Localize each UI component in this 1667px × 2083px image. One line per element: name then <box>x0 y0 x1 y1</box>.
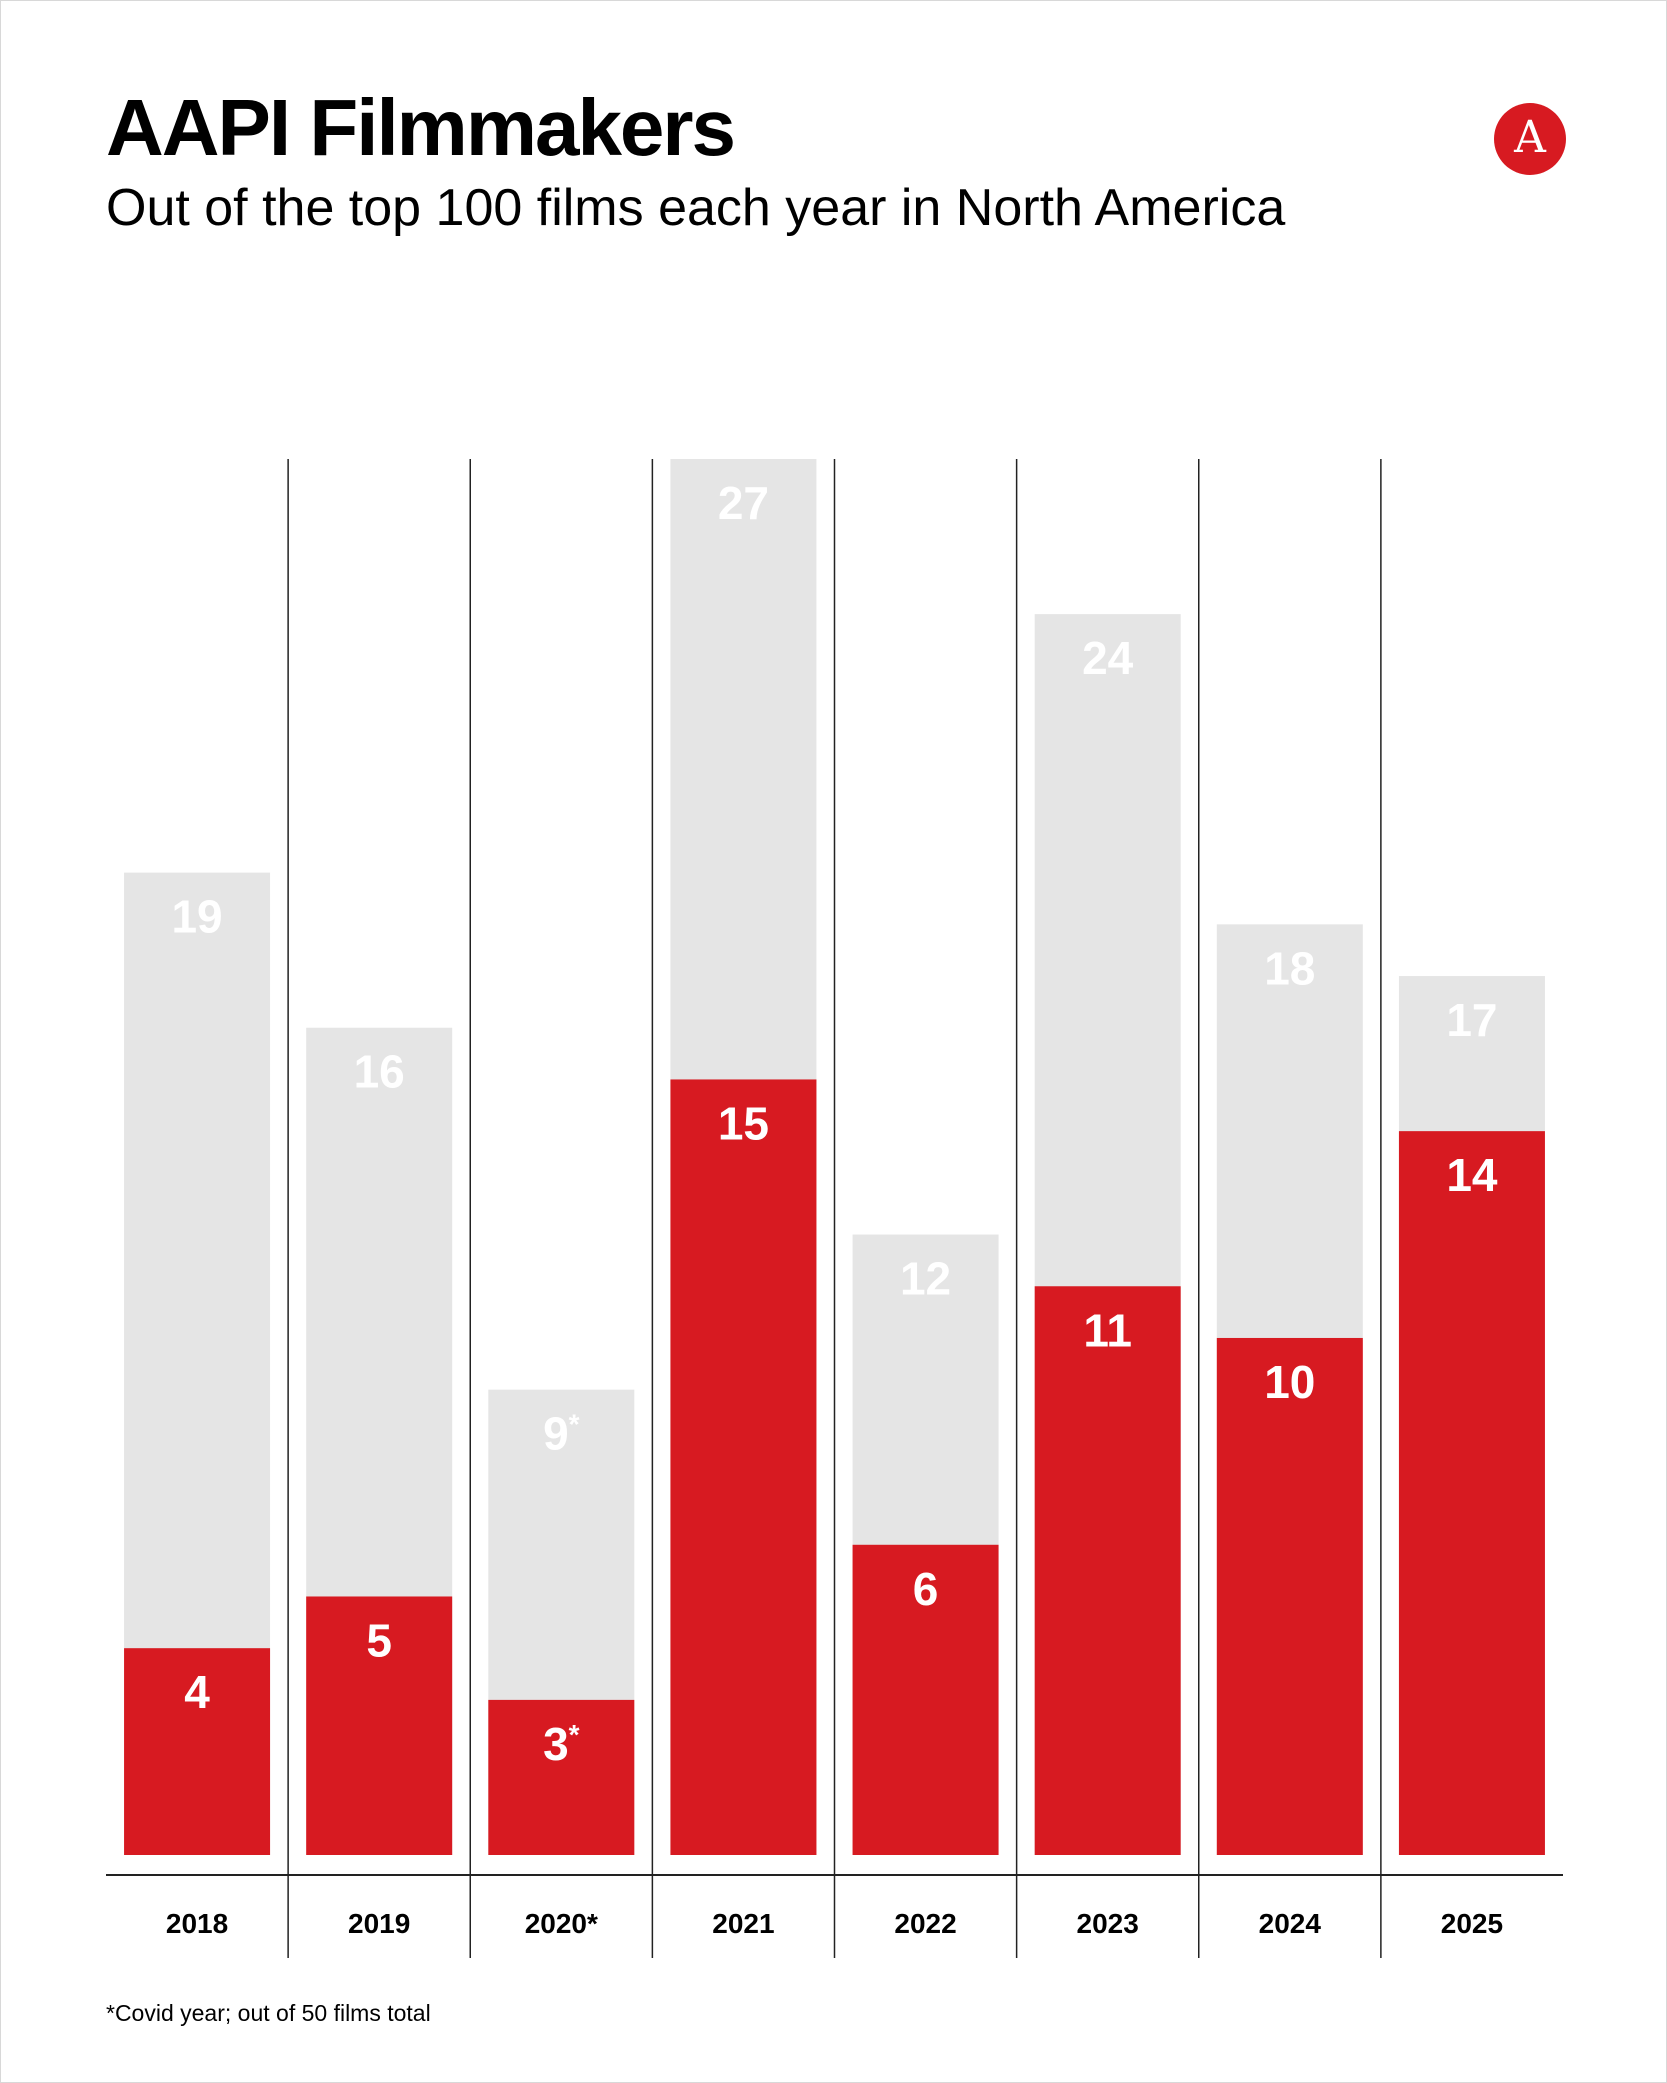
x-tick-label: 2019 <box>348 1908 410 1939</box>
x-tick-label: 2024 <box>1259 1908 1322 1939</box>
total-value-label: 24 <box>1082 632 1134 684</box>
total-value-label: 27 <box>718 477 769 529</box>
aapi-bar <box>488 1699 635 1855</box>
aapi-bar <box>124 1648 271 1855</box>
aapi-value-label: 10 <box>1264 1356 1315 1408</box>
aapi-value-label: 11 <box>1083 1304 1132 1356</box>
aapi-value-label: 15 <box>718 1097 769 1149</box>
aapi-bar <box>1216 1337 1363 1855</box>
aapi-bar <box>306 1596 453 1855</box>
chart-title: AAPI Filmmakers <box>106 83 736 172</box>
publication-logo-icon: A <box>1494 103 1566 175</box>
logo-letter: A <box>1514 112 1546 163</box>
footnote: *Covid year; out of 50 films total <box>106 2000 431 2026</box>
aapi-value-label: 5 <box>366 1614 392 1666</box>
total-value-label: 17 <box>1446 994 1497 1046</box>
aapi-bar <box>1034 1286 1181 1855</box>
aapi-value-label: 4 <box>184 1666 210 1718</box>
x-tick-label: 2021 <box>712 1908 774 1939</box>
total-value-label: 19 <box>171 891 222 943</box>
x-tick-label: 2025 <box>1441 1908 1503 1939</box>
x-tick-label: 2023 <box>1077 1908 1139 1939</box>
total-value-label: 16 <box>354 1046 405 1098</box>
aapi-bar <box>852 1544 999 1855</box>
total-value-label: 12 <box>900 1253 951 1305</box>
aapi-value-label: 14 <box>1446 1149 1498 1201</box>
x-tick-label: 2020* <box>525 1908 598 1939</box>
aapi-value-label: 6 <box>913 1563 939 1615</box>
total-value-label: 18 <box>1264 942 1315 994</box>
aapi-bar <box>1398 1131 1545 1855</box>
x-tick-label: 2022 <box>894 1908 956 1939</box>
x-tick-label: 2018 <box>166 1908 228 1939</box>
chart-subtitle: Out of the top 100 films each year in No… <box>106 179 1286 237</box>
aapi-bar <box>670 1079 817 1855</box>
